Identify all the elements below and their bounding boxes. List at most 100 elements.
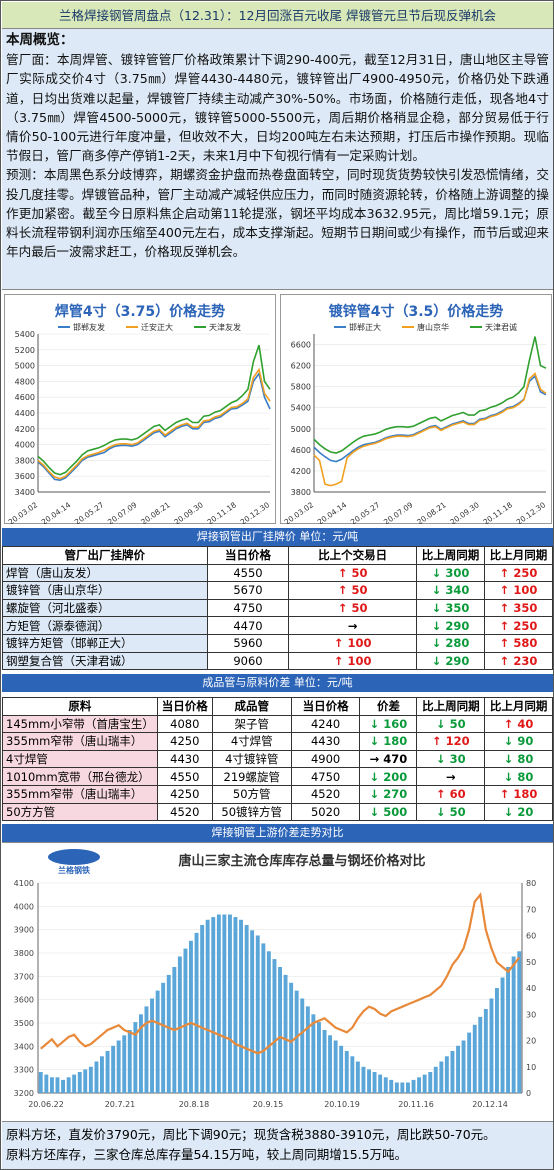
down-arrow-icon: ↓	[369, 716, 384, 731]
legend-label: 邯郸正大	[349, 322, 381, 332]
footer-line-inventory: 原料方坯库存，三家仓库总库存量54.15万吨，较上周同期增15.5万吨。	[6, 1147, 408, 1162]
inventory-bar	[311, 1014, 316, 1094]
change-week: ↓ 50	[416, 714, 486, 734]
change-day: ↑ 50	[288, 581, 418, 600]
y-tick-label: 3300	[14, 1066, 34, 1075]
product-price: 4240	[290, 714, 361, 734]
change-day: →	[288, 616, 418, 635]
change-week: ↓ 50	[416, 802, 486, 822]
inventory-bar	[328, 1035, 332, 1094]
inventory-bar	[116, 1040, 121, 1093]
inventory-bar	[83, 1069, 88, 1093]
inventory-bar	[305, 1006, 310, 1093]
overview-title: 本周概览：	[6, 32, 74, 48]
y-tick-label: 4000	[14, 902, 34, 911]
product-name: 架子管	[211, 714, 292, 734]
table-row: 4寸焊管 4430 4寸镀锌管 4900 → 470 ↓ 30 ↓ 80	[2, 749, 553, 769]
today-price: 5960	[206, 633, 290, 653]
change-week: ↓ 340	[416, 581, 485, 600]
table1-col-price: 当日价格	[206, 546, 290, 565]
up-arrow-icon: ↑	[333, 653, 348, 668]
logo-text: 兰格钢铁	[58, 865, 90, 875]
overview-paragraph-forecast: 预测：本周黑色系分歧博弈，期螺资金护盘而热卷盘面转空，同时现货货势较快引发恐慌情…	[6, 167, 549, 260]
y-tick-label: 5400	[291, 404, 311, 413]
y-tick-label: 3700	[14, 972, 34, 981]
inventory-bar	[300, 998, 305, 1093]
raw-price: 4250	[156, 784, 213, 804]
change-month: ↑ 40	[484, 714, 553, 734]
legend-label: 天津友发	[209, 322, 241, 332]
table2-col-month: 比上月同期	[484, 697, 553, 716]
billet-price-line	[40, 892, 521, 1055]
product-name: 4寸焊管	[211, 732, 292, 751]
change-week-value: 290	[445, 618, 470, 633]
down-arrow-icon: ↓	[431, 601, 446, 616]
today-price: 9060	[206, 651, 290, 671]
up-arrow-icon: ↑	[337, 565, 352, 580]
y2-tick-label: 80	[526, 879, 536, 888]
change-month: ↑ 250	[484, 563, 553, 583]
change-day: ↑ 50	[288, 598, 418, 618]
inventory-bar	[389, 1079, 394, 1093]
raw-price: 4550	[156, 767, 213, 786]
inventory-bar	[355, 1061, 360, 1093]
inventory-bar	[511, 956, 516, 1093]
y2-tick-label: 40	[526, 984, 536, 993]
series-line-天津友发	[37, 344, 271, 476]
y-tick-label: 3500	[14, 1019, 34, 1028]
spread: ↓ 160	[359, 714, 418, 734]
change-week: ↓ 350	[416, 598, 485, 618]
product-price: 5020	[290, 802, 361, 822]
spread-value: 180	[383, 734, 408, 749]
inventory-bar	[450, 1051, 455, 1093]
up-arrow-icon: ↑	[499, 618, 514, 633]
inventory-bar	[422, 1074, 427, 1093]
change-week-value: 120	[445, 734, 470, 749]
inventory-bar	[205, 919, 210, 1094]
inventory-bar	[289, 982, 294, 1094]
inventory-bar	[428, 1072, 433, 1093]
up-arrow-icon: ↑	[499, 653, 514, 668]
legend-label: 唐山京华	[417, 322, 449, 332]
change-week: →	[416, 767, 486, 786]
change-week-value: 280	[445, 636, 470, 651]
change-day-value: 100	[347, 653, 372, 668]
table1-title-bar: 焊接钢管出厂挂牌价 单位：元/吨	[2, 528, 553, 546]
x-tick-label: 20.7.21	[105, 1100, 136, 1109]
y-tick-label: 3800	[15, 456, 35, 465]
inventory-bar	[244, 925, 249, 1093]
change-week: ↑ 120	[416, 732, 486, 751]
table-row: 钢塑复合管（天津君诚） 9060 ↑ 100 ↓ 290 ↑ 230	[2, 651, 553, 671]
inventory-bar	[483, 1009, 488, 1093]
down-arrow-icon: ↓	[503, 804, 518, 819]
inventory-bar	[150, 998, 154, 1093]
spread: → 470	[359, 749, 418, 769]
down-arrow-icon: ↓	[369, 734, 384, 749]
down-arrow-icon: ↓	[431, 565, 446, 580]
spread: ↓ 180	[359, 732, 418, 751]
change-week-value: 60	[449, 787, 466, 802]
change-month: ↑ 580	[484, 633, 553, 653]
y-tick-label: 5800	[291, 383, 311, 392]
table1-col-name: 管厂出厂挂牌价	[2, 546, 208, 565]
inventory-bar	[189, 940, 193, 1094]
inventory-bar	[77, 1072, 82, 1093]
down-arrow-icon: ↓	[503, 769, 518, 784]
legend-label: 邯郸友发	[73, 322, 105, 332]
change-week: ↑ 60	[416, 784, 486, 804]
change-week-value: 340	[445, 583, 470, 598]
inventory-bar	[439, 1061, 444, 1093]
y-tick-label: 3800	[291, 488, 311, 497]
y-tick-label: 3400	[14, 1042, 34, 1051]
inventory-bar	[339, 1045, 344, 1094]
spread: ↓ 200	[359, 767, 418, 786]
table2-col-diff: 价差	[359, 697, 418, 716]
legend-label: 迁安正大	[141, 322, 173, 332]
inventory-bar	[500, 977, 505, 1093]
change-month-value: 250	[513, 565, 538, 580]
y2-tick-label: 0	[526, 1089, 531, 1098]
chart-title: 镀锌管4寸（3.5）价格走势	[329, 303, 504, 320]
y-tick-label: 4100	[14, 879, 34, 888]
inventory-bar	[361, 1066, 366, 1094]
